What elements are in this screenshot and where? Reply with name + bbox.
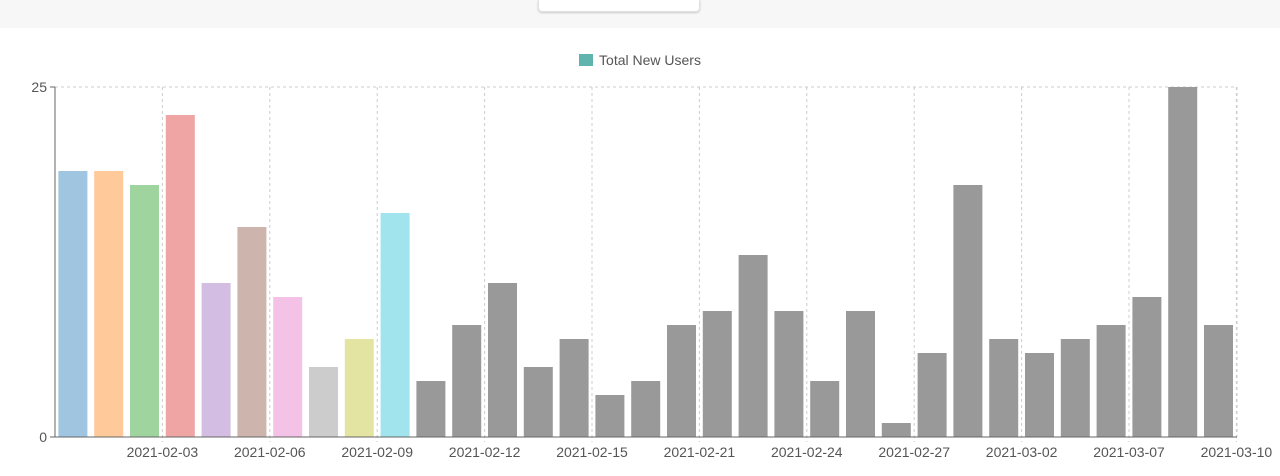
- grid-lines: [55, 86, 1238, 442]
- bar[interactable]: [1132, 297, 1162, 437]
- bar[interactable]: [595, 395, 625, 437]
- bar[interactable]: [1096, 325, 1126, 437]
- legend-label: Total New Users: [599, 52, 701, 68]
- x-tick-label: 2021-02-27: [878, 444, 950, 460]
- bar[interactable]: [165, 115, 195, 437]
- bar[interactable]: [94, 171, 124, 437]
- chart-legend: Total New Users: [0, 50, 1280, 70]
- bar[interactable]: [1168, 87, 1198, 437]
- bar[interactable]: [774, 311, 804, 437]
- bar[interactable]: [1204, 325, 1233, 437]
- x-tick-label: 2021-02-09: [341, 444, 413, 460]
- tick-labels: 0 25 2021-02-03 2021-02-06 2021-02-09 2021-02…: [31, 79, 1272, 460]
- x-tick-label: 2021-02-15: [556, 444, 628, 460]
- bar[interactable]: [344, 339, 374, 437]
- axes: [50, 86, 1237, 438]
- x-tick-label: 2021-02-03: [127, 444, 199, 460]
- bars: [58, 87, 1233, 437]
- legend-swatch: [579, 54, 594, 66]
- bar[interactable]: [130, 185, 159, 437]
- bar[interactable]: [58, 171, 88, 437]
- y-tick-label: 0: [39, 429, 47, 445]
- bar[interactable]: [416, 381, 446, 437]
- bar[interactable]: [1060, 339, 1090, 437]
- bar[interactable]: [846, 311, 875, 437]
- bar[interactable]: [810, 381, 840, 437]
- bar[interactable]: [523, 367, 553, 437]
- bar[interactable]: [201, 283, 231, 437]
- bar[interactable]: [702, 311, 732, 437]
- bar[interactable]: [1025, 353, 1054, 437]
- bar[interactable]: [953, 185, 983, 437]
- x-tick-label: 2021-03-02: [986, 444, 1058, 460]
- bar[interactable]: [989, 339, 1019, 437]
- x-tick-label: 2021-02-12: [449, 444, 521, 460]
- bar[interactable]: [881, 423, 911, 437]
- top-bar: [0, 0, 1280, 28]
- bar[interactable]: [237, 227, 267, 437]
- x-tick-label: 2021-03-10: [1201, 444, 1273, 460]
- bar[interactable]: [309, 367, 338, 437]
- bar[interactable]: [559, 339, 589, 437]
- top-tab[interactable]: [538, 0, 700, 12]
- bar[interactable]: [452, 325, 482, 437]
- bar[interactable]: [917, 353, 947, 437]
- bar[interactable]: [667, 325, 696, 437]
- x-tick-label: 2021-02-06: [234, 444, 306, 460]
- bar[interactable]: [738, 255, 768, 437]
- bar[interactable]: [380, 213, 410, 437]
- x-tick-label: 2021-03-07: [1093, 444, 1165, 460]
- legend-item[interactable]: Total New Users: [579, 52, 701, 68]
- x-tick-label: 2021-02-21: [664, 444, 736, 460]
- y-tick-label: 25: [31, 79, 47, 95]
- bar[interactable]: [273, 297, 303, 437]
- bar[interactable]: [631, 381, 661, 437]
- x-tick-label: 2021-02-24: [771, 444, 843, 460]
- bar[interactable]: [488, 283, 517, 437]
